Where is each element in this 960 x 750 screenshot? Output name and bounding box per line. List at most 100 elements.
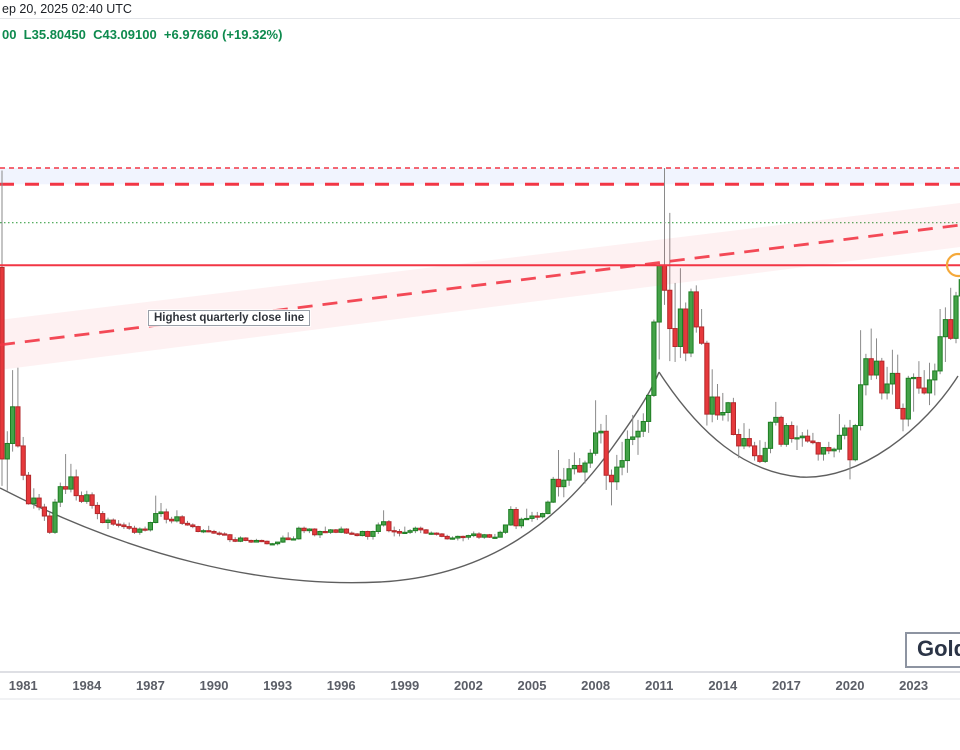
candle-body [630,436,636,440]
candle-body [577,464,583,473]
candle-body [63,486,69,490]
candle-body [116,523,122,526]
watermark-box: GoldP [905,632,960,668]
x-tick-label: 2023 [899,678,928,693]
candle-body [476,533,482,538]
candle-body [391,530,397,533]
candle-body [815,442,821,455]
candle-body [566,468,572,481]
candle-body [312,528,318,536]
candle-body [280,537,286,543]
candle-body [179,516,185,524]
x-tick-label: 2011 [645,678,673,693]
candle-body [895,372,901,409]
cup2-curve[interactable] [658,371,959,478]
candle-body [492,536,498,539]
candle-body [285,537,291,541]
candle-body [545,501,551,515]
candle-body [608,474,615,483]
axis-bottom-divider [0,698,960,700]
candle-body [911,376,917,380]
candle-body [94,504,101,515]
candle-body [333,529,339,533]
candle-body [513,508,519,527]
candle-body [635,430,641,438]
trendline-label[interactable]: Highest quarterly close line [148,310,311,326]
trendline-band [0,203,960,370]
candle-body [174,516,180,522]
candle-body [402,531,408,535]
candle-body [826,447,832,452]
candle-body [455,535,461,539]
candle-body [317,530,323,536]
candle-body [465,535,471,538]
candle-body [78,495,85,502]
rising-trendline[interactable] [0,203,960,370]
candle-body [169,518,175,522]
candle-body [805,435,811,442]
candle-body [110,519,116,525]
candle-body [672,328,678,347]
x-tick-label: 1981 [9,678,38,693]
candle-body [158,511,164,515]
candle-body [57,486,63,503]
candle-body [449,537,456,540]
candle-body [555,478,562,488]
candle-body [487,534,493,538]
candle-body [746,438,752,447]
candle-body [365,530,371,537]
candle-body [614,466,620,483]
candle-body [741,438,747,447]
candle-body [41,506,47,517]
candle-body [248,539,254,543]
candle-body [338,528,344,533]
candle-body [820,447,827,455]
candle-body [810,440,816,444]
candle-body [534,515,540,518]
candle-body [693,291,699,328]
candle-body [4,442,10,460]
candle-body [778,416,784,445]
time-axis[interactable]: 1981 1984 1987 1990 1993 1996 1999 2002 2005 2008… [0,671,960,700]
candle-body [593,432,599,454]
candle-body [948,319,954,339]
cup-and-handle-curves[interactable] [0,371,959,584]
candle-body [354,533,360,537]
candle-body [211,530,217,534]
cup1-curve[interactable] [0,371,660,584]
candle-body [84,494,90,502]
candle-body [916,376,922,389]
candle-body [884,383,890,394]
candle-body [773,416,779,423]
candle-body [439,533,445,537]
breakout-circle[interactable] [945,252,960,278]
x-tick-label: 1996 [327,678,356,693]
x-tick-label: 2020 [836,678,865,693]
candle-body [646,394,652,422]
candle-body [725,402,731,414]
candle-body [163,511,169,520]
candle-body [683,308,689,354]
candle-body [428,532,434,535]
candle-body [222,533,228,536]
candle-body [932,370,938,381]
candle-body [762,447,768,462]
ohlc-readout: 00 L35.80450 C43.09100 +6.97660 (+19.32%… [2,27,283,42]
legend-divider [0,18,960,19]
candle-body [253,539,260,543]
candle-body [624,438,630,462]
candle-body [381,521,387,526]
candle-body [269,543,275,546]
x-tick-label: 2017 [772,678,801,693]
candle-body [237,537,244,542]
candle-body [677,308,683,347]
candle-body [942,319,948,338]
candle-body [375,524,381,532]
candle-body [879,360,885,394]
candle-body [434,532,440,535]
candle-body [460,535,466,539]
candle-body [524,517,530,521]
candle-body [699,326,705,344]
